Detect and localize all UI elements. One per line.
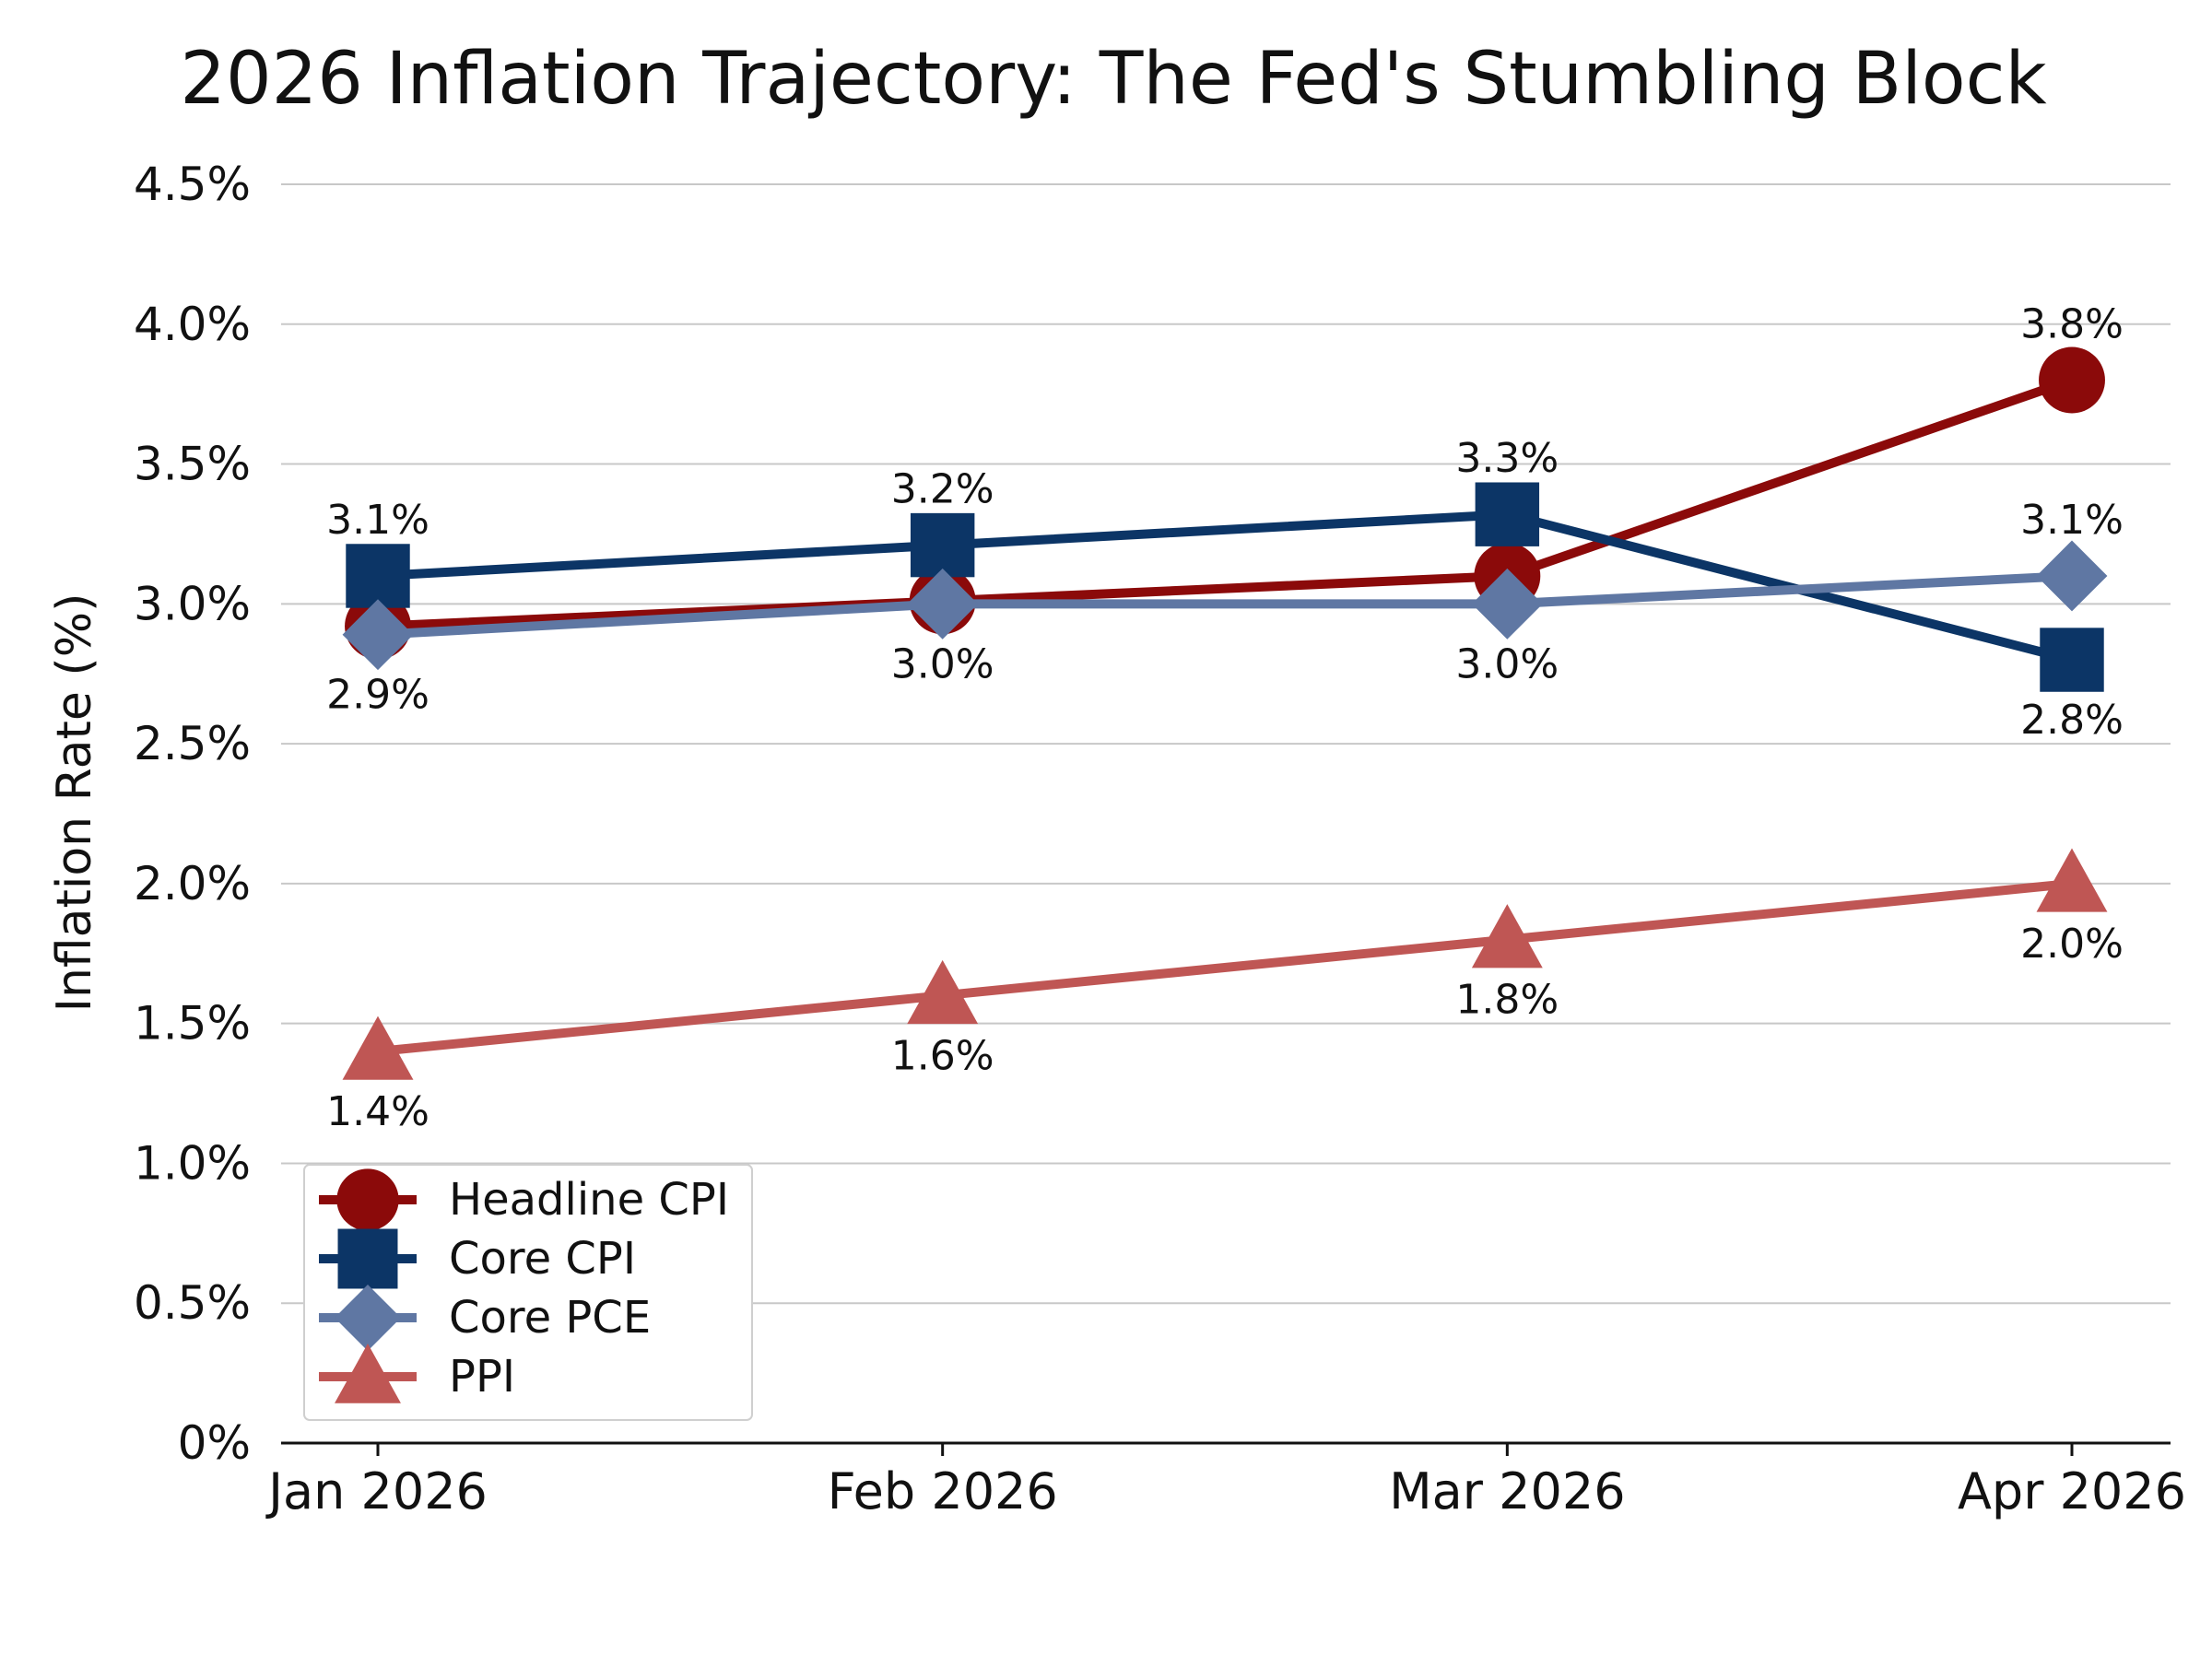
legend-label: PPI	[449, 1351, 515, 1403]
data-point-marker	[346, 544, 410, 608]
x-tick-label: Apr 2026	[1958, 1462, 2186, 1520]
data-label: 3.2%	[891, 466, 994, 513]
data-label: 1.6%	[891, 1032, 994, 1079]
y-tick-label: 2.0%	[134, 857, 251, 910]
data-label: 2.8%	[2020, 697, 2124, 744]
data-point-marker	[2036, 540, 2108, 612]
y-tick-label: 3.0%	[134, 577, 251, 630]
data-point-marker	[337, 1228, 398, 1289]
y-tick-label: 1.5%	[134, 997, 251, 1051]
data-label: 3.0%	[1455, 640, 1559, 687]
y-tick-label: 0%	[178, 1416, 251, 1470]
y-tick-label: 4.0%	[134, 298, 251, 351]
data-point-marker	[336, 1168, 399, 1231]
data-label: 3.0%	[891, 640, 994, 687]
series-ppi	[342, 848, 2108, 1080]
legend-item: Headline CPI	[319, 1168, 729, 1231]
data-point-marker	[335, 1344, 401, 1403]
y-tick-label: 0.5%	[134, 1276, 251, 1330]
y-tick-label: 3.5%	[134, 438, 251, 491]
data-point-marker	[1471, 568, 1543, 640]
series-headline-cpi	[345, 346, 2105, 660]
legend-label: Headline CPI	[449, 1174, 729, 1226]
data-label: 3.8%	[2020, 300, 2124, 347]
axes: 0% 0.5% 1.0% 1.5% 2.0% 2.5% 3.0% 3.5% 4.0% 4.5% Ja…	[134, 158, 2186, 1520]
x-tick-label: Mar 2026	[1389, 1462, 1625, 1520]
x-tick-label: Jan 2026	[265, 1462, 488, 1520]
legend: Headline CPI Core CPI Core PCE PPI	[303, 1164, 753, 1421]
data-label: 1.8%	[1455, 977, 1559, 1024]
y-tick-label: 4.5%	[134, 158, 251, 211]
data-point-marker	[342, 1015, 414, 1080]
data-point-marker	[342, 599, 414, 671]
legend-box	[303, 1164, 753, 1421]
y-tick-label: 2.5%	[134, 717, 251, 770]
legend-item: PPI	[319, 1344, 515, 1403]
legend-item: Core CPI	[319, 1228, 636, 1289]
data-point-marker	[335, 1285, 401, 1351]
series-lines	[342, 346, 2108, 1080]
data-point-marker	[1471, 904, 1543, 968]
data-point-marker	[907, 959, 979, 1025]
legend-label: Core PCE	[449, 1292, 651, 1344]
data-label: 3.1%	[2020, 497, 2124, 544]
data-point-marker	[2040, 628, 2104, 692]
data-label: 1.4%	[326, 1088, 429, 1135]
data-label: 3.3%	[1455, 435, 1559, 482]
series-line	[373, 878, 2077, 1057]
legend-item: Core PCE	[319, 1285, 651, 1351]
legend-label: Core CPI	[449, 1233, 636, 1285]
data-point-marker	[2036, 848, 2108, 912]
y-axis-title: Inflation Rate (%)	[47, 593, 102, 1013]
y-tick-label: 1.0%	[134, 1136, 251, 1190]
x-tick-label: Feb 2026	[828, 1462, 1058, 1520]
series-core-pce	[342, 540, 2108, 671]
data-point-marker	[2039, 346, 2105, 414]
data-labels: 3.8% 3.1% 3.2% 3.3% 2.8% 2.9% 3.0% 3.0% 3.1% 1.4%…	[326, 300, 2124, 1135]
gridlines	[281, 183, 2171, 1305]
series-line	[373, 375, 2077, 631]
data-point-marker	[907, 568, 979, 640]
data-point-marker	[910, 512, 975, 578]
data-label: 3.1%	[326, 497, 429, 544]
data-label: 2.9%	[326, 672, 429, 719]
data-point-marker	[1475, 482, 1540, 546]
data-label: 2.0%	[2020, 921, 2124, 968]
chart-title: 2026 Inflation Trajectory: The Fed's Stu…	[180, 38, 2046, 121]
series-line	[373, 570, 2077, 640]
